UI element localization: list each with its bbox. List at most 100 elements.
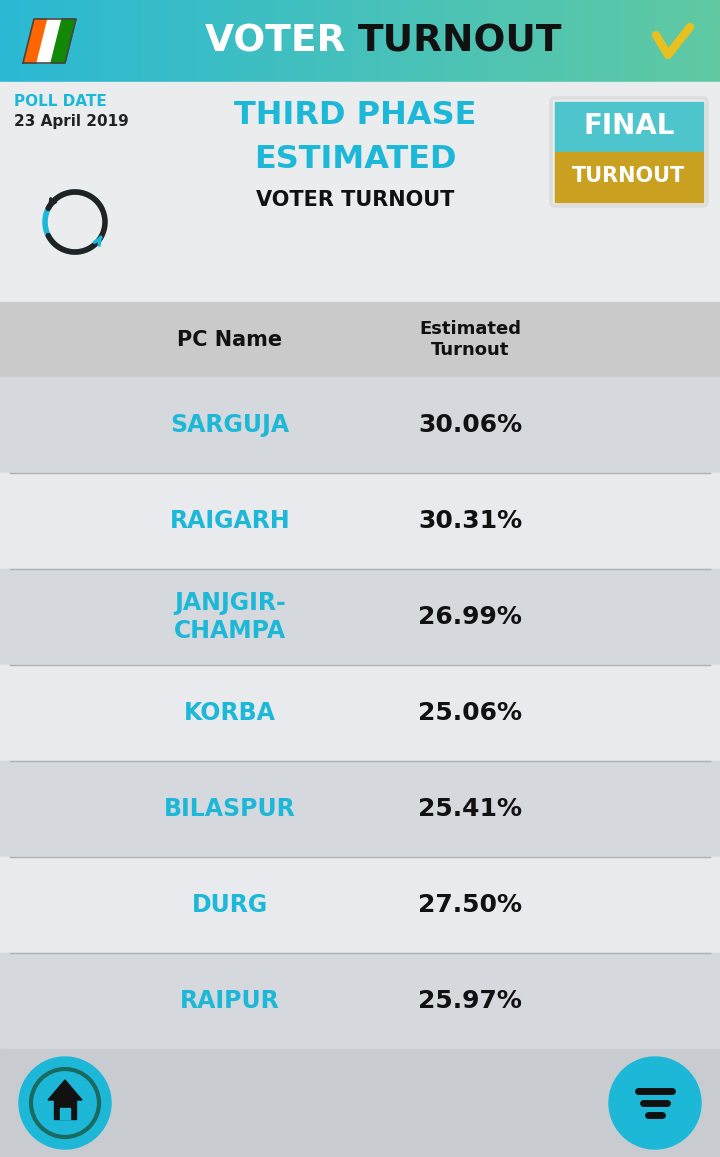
Bar (180, 0, 182, 82)
Bar (506, 0, 509, 82)
Bar (108, 0, 110, 82)
Bar (38, 0, 41, 82)
Bar (259, 0, 261, 82)
Bar (17, 0, 19, 82)
Bar (670, 0, 672, 82)
Bar (451, 0, 454, 82)
Bar (691, 0, 693, 82)
Bar (151, 0, 153, 82)
Bar (463, 0, 466, 82)
Bar (706, 0, 708, 82)
Bar (593, 0, 595, 82)
Bar (624, 0, 626, 82)
Bar (127, 0, 130, 82)
Bar (106, 0, 108, 82)
Bar (391, 0, 394, 82)
Bar (495, 0, 497, 82)
Bar (264, 0, 266, 82)
Bar (540, 0, 542, 82)
Circle shape (19, 1057, 111, 1149)
Bar (542, 0, 545, 82)
Bar (2, 0, 5, 82)
Bar (490, 0, 492, 82)
Bar (110, 0, 113, 82)
Bar (549, 0, 552, 82)
Bar (207, 0, 209, 82)
Bar (348, 0, 351, 82)
Text: 25.06%: 25.06% (418, 701, 522, 725)
Bar (50, 0, 53, 82)
Bar (365, 0, 367, 82)
Text: THIRD PHASE: THIRD PHASE (234, 100, 476, 131)
Bar (261, 0, 264, 82)
Bar (163, 0, 166, 82)
Bar (639, 0, 641, 82)
Bar (682, 0, 684, 82)
Text: PC Name: PC Name (177, 330, 282, 349)
Bar (0, 302, 720, 377)
Bar (7, 0, 9, 82)
Bar (182, 0, 185, 82)
Bar (369, 0, 372, 82)
Bar (574, 0, 576, 82)
Bar (526, 0, 528, 82)
Text: VOTER TURNOUT: VOTER TURNOUT (256, 190, 454, 211)
Bar (401, 0, 403, 82)
Bar (567, 0, 569, 82)
Text: ESTIMATED: ESTIMATED (253, 143, 456, 175)
Bar (362, 0, 365, 82)
Bar (27, 0, 29, 82)
Bar (636, 0, 639, 82)
Bar (286, 0, 288, 82)
Bar (585, 0, 588, 82)
Bar (161, 0, 163, 82)
Polygon shape (51, 19, 76, 62)
Bar (603, 0, 605, 82)
Bar (545, 0, 547, 82)
Bar (653, 0, 655, 82)
Bar (470, 0, 473, 82)
Bar (0, 473, 720, 569)
Bar (492, 0, 495, 82)
Bar (324, 0, 326, 82)
Bar (629, 0, 631, 82)
Bar (113, 0, 115, 82)
Bar (672, 0, 675, 82)
Bar (641, 0, 643, 82)
Bar (117, 0, 120, 82)
Bar (192, 0, 194, 82)
Bar (254, 0, 257, 82)
Bar (614, 0, 617, 82)
Bar (533, 0, 535, 82)
Bar (122, 0, 125, 82)
Bar (245, 0, 247, 82)
Bar (562, 0, 564, 82)
Bar (230, 0, 233, 82)
Bar (9, 0, 12, 82)
Bar (281, 0, 283, 82)
Bar (499, 0, 502, 82)
Bar (441, 0, 444, 82)
Bar (252, 0, 254, 82)
Bar (677, 0, 679, 82)
Bar (468, 0, 470, 82)
Bar (0, 0, 2, 82)
Bar (578, 0, 581, 82)
Bar (425, 0, 427, 82)
Bar (346, 0, 348, 82)
Bar (434, 0, 437, 82)
Bar (269, 0, 271, 82)
Bar (555, 152, 703, 202)
Bar (24, 0, 27, 82)
Bar (423, 0, 425, 82)
Bar (516, 0, 518, 82)
Bar (595, 0, 598, 82)
Bar (173, 0, 175, 82)
Bar (283, 0, 286, 82)
Bar (197, 0, 199, 82)
Bar (290, 0, 293, 82)
Bar (94, 0, 96, 82)
Text: VOTER: VOTER (204, 23, 358, 59)
Bar (535, 0, 538, 82)
Bar (223, 0, 225, 82)
